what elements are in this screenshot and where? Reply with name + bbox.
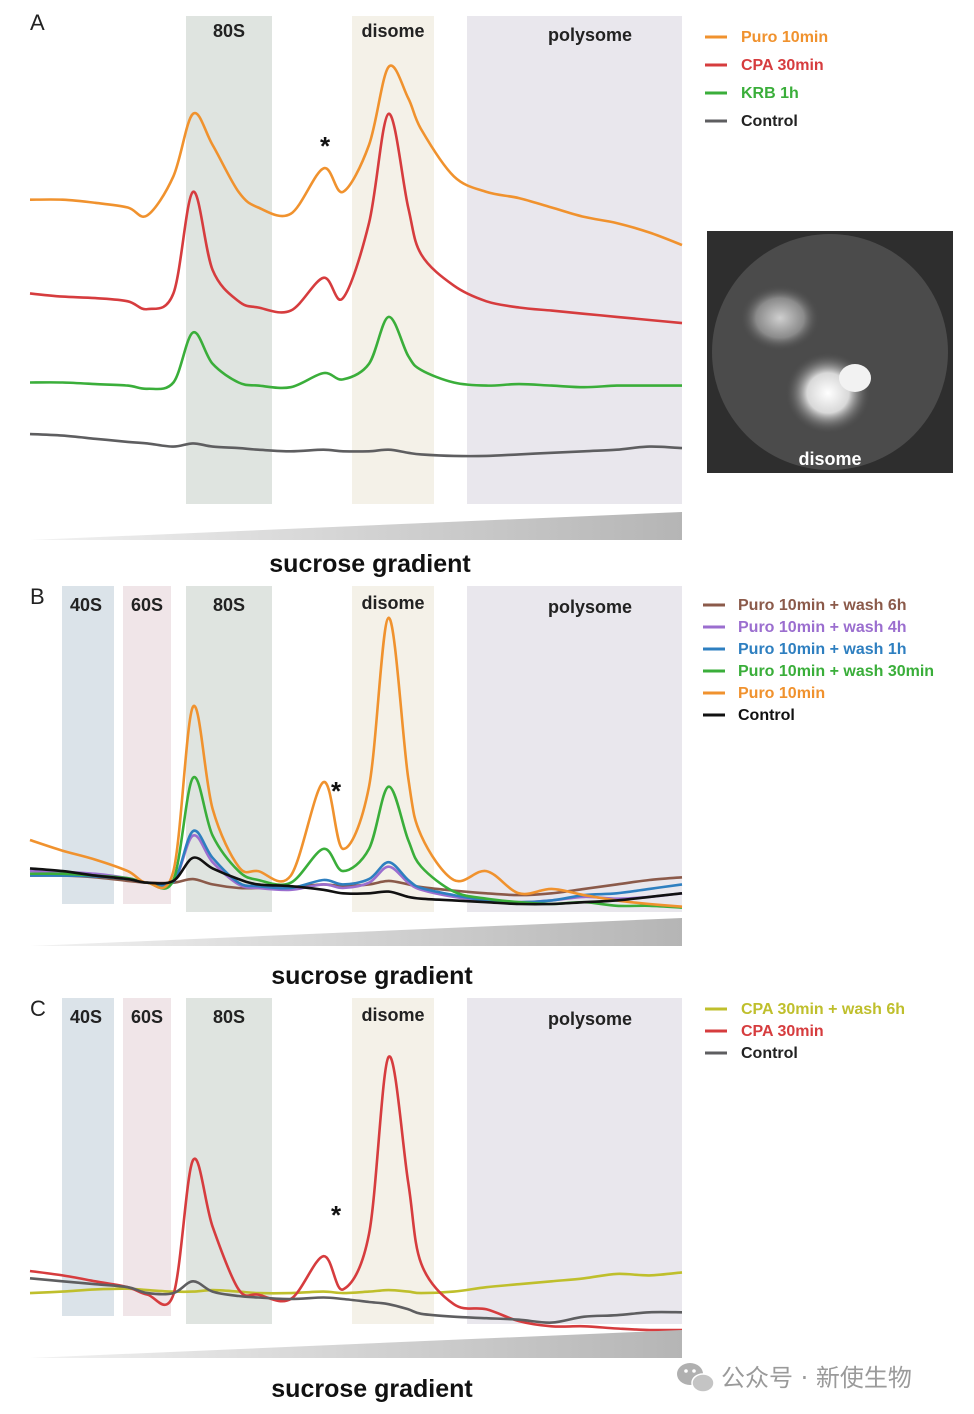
series-lines: [29, 616, 683, 909]
region-40s-band: [62, 998, 114, 1316]
legend-entry: Puro 10min + wash 1h: [738, 641, 907, 658]
region-80s-label: 80S: [213, 595, 245, 615]
region-disome-band: [352, 998, 434, 1324]
legend-entry: CPA 30min: [741, 1023, 824, 1040]
series-line-cpa-30min: [29, 1055, 683, 1332]
series-line-cpa-30min-wash-6h: [29, 1271, 683, 1295]
watermark-text: 公众号 · 新使生物: [721, 1364, 912, 1392]
series-lines: [29, 64, 683, 458]
inset-label: disome: [798, 449, 861, 469]
legend-entry: Control: [741, 1045, 798, 1062]
region-40s-band: [62, 586, 114, 904]
region-60s-band: [123, 586, 171, 904]
region-polysome-label: polysome: [548, 597, 632, 617]
annotation-star: *: [331, 1200, 342, 1230]
region-disome-band: [352, 16, 434, 504]
series-line-control: [29, 1277, 683, 1324]
legend: CPA 30min + wash 6h CPA 30min Control: [705, 1001, 905, 1062]
region-40s-label: 40S: [70, 595, 102, 615]
series-lines: [29, 1055, 683, 1332]
region-80s-band: [186, 998, 272, 1324]
panel-c: C 40S 60S 80S disome polysome * sucrose …: [29, 996, 905, 1403]
inset-density-small: [740, 285, 820, 351]
region-60s-band: [123, 998, 171, 1316]
region-40s-label: 40S: [70, 1007, 102, 1027]
region-60s-label: 60S: [131, 595, 163, 615]
gradient-wedge: [30, 1330, 682, 1358]
series-line-krb-1h: [29, 315, 682, 391]
wechat-icon: [677, 1363, 715, 1393]
region-polysome-label: polysome: [548, 25, 632, 45]
legend-entry: Control: [738, 707, 795, 724]
inset-density-bright: [839, 364, 871, 392]
legend-entry: Puro 10min + wash 30min: [738, 663, 934, 680]
region-polysome-band: [467, 16, 682, 504]
legend: Puro 10min CPA 30min KRB 1h Control: [705, 29, 828, 130]
region-polysome-band: [467, 586, 682, 912]
panel-label: C: [30, 996, 46, 1021]
legend: Puro 10min + wash 6h Puro 10min + wash 4…: [703, 597, 934, 724]
region-disome-label: disome: [361, 593, 424, 613]
series-line-cpa-30min: [29, 112, 683, 325]
series-line-control: [29, 432, 683, 458]
legend-entry: Control: [741, 113, 798, 130]
region-80s-band: [186, 16, 272, 504]
disome-micrograph-inset: disome: [707, 231, 953, 473]
region-polysome-label: polysome: [548, 1009, 632, 1029]
annotation-star: *: [331, 776, 342, 806]
region-polysome-band: [467, 998, 682, 1324]
region-80s-label: 80S: [213, 1007, 245, 1027]
legend-entry: CPA 30min: [741, 57, 824, 74]
series-line-puro-10min: [29, 616, 683, 908]
legend-entry: Puro 10min: [741, 29, 828, 46]
legend-entry: Puro 10min + wash 6h: [738, 597, 907, 614]
region-disome-label: disome: [361, 21, 424, 41]
panel-label: B: [30, 584, 45, 609]
watermark: 公众号 · 新使生物: [677, 1363, 912, 1393]
inset-field: [712, 234, 948, 470]
region-disome-label: disome: [361, 1005, 424, 1025]
legend-entry: Puro 10min: [738, 685, 825, 702]
gradient-label: sucrose gradient: [269, 550, 471, 578]
gradient-label: sucrose gradient: [271, 962, 473, 990]
gradient-wedge: [30, 512, 682, 540]
legend-entry: Puro 10min + wash 4h: [738, 619, 907, 636]
series-line-control: [29, 856, 683, 906]
panel-b: B 40S 60S 80S disome polysome * sucrose …: [29, 584, 934, 990]
annotation-star: *: [320, 131, 331, 161]
legend-entry: KRB 1h: [741, 85, 799, 102]
region-80s-band: [186, 586, 272, 912]
panel-label: A: [30, 10, 45, 35]
region-80s-label: 80S: [213, 21, 245, 41]
series-line-puro-10min: [29, 64, 683, 247]
gradient-label: sucrose gradient: [271, 1375, 473, 1403]
region-60s-label: 60S: [131, 1007, 163, 1027]
gradient-wedge: [30, 918, 682, 946]
legend-entry: CPA 30min + wash 6h: [741, 1001, 905, 1018]
panel-a: A 80S disome polysome * sucrose gradient…: [29, 10, 953, 578]
